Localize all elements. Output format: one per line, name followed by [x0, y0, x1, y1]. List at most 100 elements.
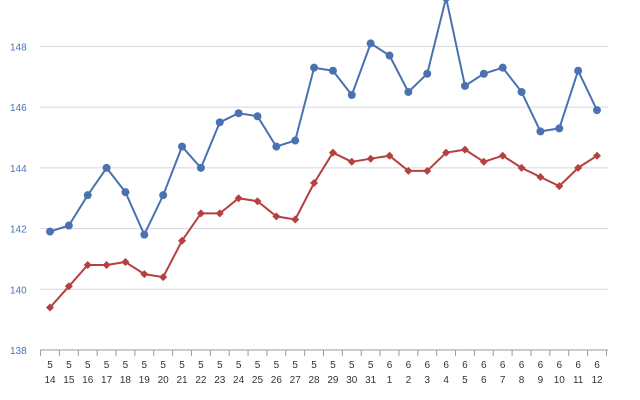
series-2-point [536, 172, 545, 181]
x-tick-label-month: 6 [500, 360, 506, 371]
x-tick-label-month: 5 [236, 360, 242, 371]
series-2-point [291, 215, 300, 224]
x-tick-label-month: 6 [443, 360, 449, 371]
x-tick-label-month: 5 [160, 360, 166, 371]
x-tick-label-day: 17 [101, 375, 113, 386]
y-tick-label: 142 [10, 225, 27, 236]
y-tick-label: 140 [10, 285, 27, 296]
series-1-point [366, 39, 375, 48]
series-2-point [385, 151, 394, 160]
series-2-point [404, 166, 413, 175]
x-tick-label-month: 5 [311, 360, 317, 371]
series-2-point [121, 257, 130, 266]
x-tick-label-day: 1 [387, 375, 393, 386]
series-2-point [347, 157, 356, 166]
x-tick-label-month: 5 [85, 360, 91, 371]
x-tick-label-day: 20 [158, 375, 170, 386]
series-1-point [404, 87, 413, 96]
series-2-point [555, 182, 564, 191]
series-1-point [328, 66, 337, 75]
x-tick-label-month: 5 [66, 360, 72, 371]
x-tick-label-day: 24 [233, 375, 245, 386]
x-tick-label-month: 5 [349, 360, 355, 371]
y-axis-ticks: 138 140 142 144 146 148 [10, 42, 27, 357]
series-1-point [272, 142, 281, 151]
series-1-point [517, 87, 526, 96]
series-2-point [574, 163, 583, 172]
series-2-point [196, 209, 205, 218]
x-tick-label-month: 6 [462, 360, 468, 371]
x-tick-label-day: 23 [214, 375, 226, 386]
y-tick-label: 146 [10, 103, 27, 114]
x-tick-label-month: 5 [179, 360, 185, 371]
x-tick-label-month: 5 [142, 360, 148, 371]
series-2-point [442, 148, 451, 157]
series-1-point [234, 109, 243, 118]
series-2-point [593, 151, 601, 160]
series-1-line [49, 0, 598, 236]
series-2-point [215, 209, 224, 218]
series-2-point [366, 154, 375, 163]
y-tick-label: 148 [10, 42, 27, 53]
series-1-point [574, 66, 583, 75]
x-tick-label-month: 6 [538, 360, 544, 371]
x-tick-label-month: 5 [217, 360, 223, 371]
x-tick-label-day: 21 [176, 375, 188, 386]
series-2-point [159, 273, 168, 282]
x-tick-label-month: 6 [481, 360, 487, 371]
x-tick-label-day: 26 [271, 375, 283, 386]
x-tick-label-day: 14 [44, 375, 56, 386]
x-tick-label-month: 6 [575, 360, 581, 371]
x-tick-label-day: 29 [327, 375, 339, 386]
x-tick-label-day: 8 [519, 375, 525, 386]
x-tick-label-day: 10 [554, 375, 566, 386]
x-tick-label-day: 25 [252, 375, 264, 386]
series-1-point [423, 69, 432, 78]
x-tick-label-month: 5 [198, 360, 204, 371]
series-2-point [517, 163, 526, 172]
series-2-point [460, 145, 469, 154]
x-tick-label-day: 2 [406, 375, 412, 386]
series-1-point [215, 118, 224, 127]
series-1-point [442, 0, 450, 2]
x-tick-label-month: 5 [292, 360, 298, 371]
series-1-point [64, 221, 73, 230]
series-1-point [196, 163, 205, 172]
x-tick-label-day: 30 [346, 375, 358, 386]
x-tick-label-month: 5 [274, 360, 280, 371]
x-tick-label-day: 12 [591, 375, 603, 386]
series-1-point [121, 188, 130, 197]
x-tick-label-day: 7 [500, 375, 506, 386]
series-2-point [253, 197, 262, 206]
series-1-point [140, 230, 149, 239]
x-tick-label-month: 6 [406, 360, 412, 371]
x-tick-label-day: 31 [365, 375, 377, 386]
series-2-point [83, 261, 92, 269]
x-tick-label-day: 11 [573, 375, 584, 386]
x-tick-label-day: 6 [481, 375, 487, 386]
series-2-point [234, 194, 243, 203]
x-tick-label-month: 5 [104, 360, 110, 371]
x-tick-label-month: 6 [556, 360, 562, 371]
series-1-point [178, 142, 187, 151]
series-2-point [272, 212, 281, 221]
x-tick-label-day: 16 [82, 375, 94, 386]
series-2-point [328, 148, 337, 157]
x-tick-label-month: 5 [330, 360, 336, 371]
x-tick-label-day: 9 [538, 375, 544, 386]
series-1-point [479, 69, 488, 78]
x-tick-label-month: 6 [519, 360, 525, 371]
series-1-point [83, 191, 92, 200]
x-tick-label-month: 6 [594, 360, 600, 371]
series-1-point [46, 227, 54, 236]
x-tick-label-day: 28 [309, 375, 321, 386]
x-tick-label-day: 19 [139, 375, 151, 386]
x-tick-label-month: 5 [47, 360, 53, 371]
series-2-point [479, 157, 488, 166]
series-1-point [159, 191, 168, 200]
series-2-point [46, 303, 54, 312]
series-2-point [64, 282, 73, 291]
series-1-point [291, 136, 300, 145]
series-1-point [347, 91, 356, 99]
series-2-point [178, 236, 187, 245]
